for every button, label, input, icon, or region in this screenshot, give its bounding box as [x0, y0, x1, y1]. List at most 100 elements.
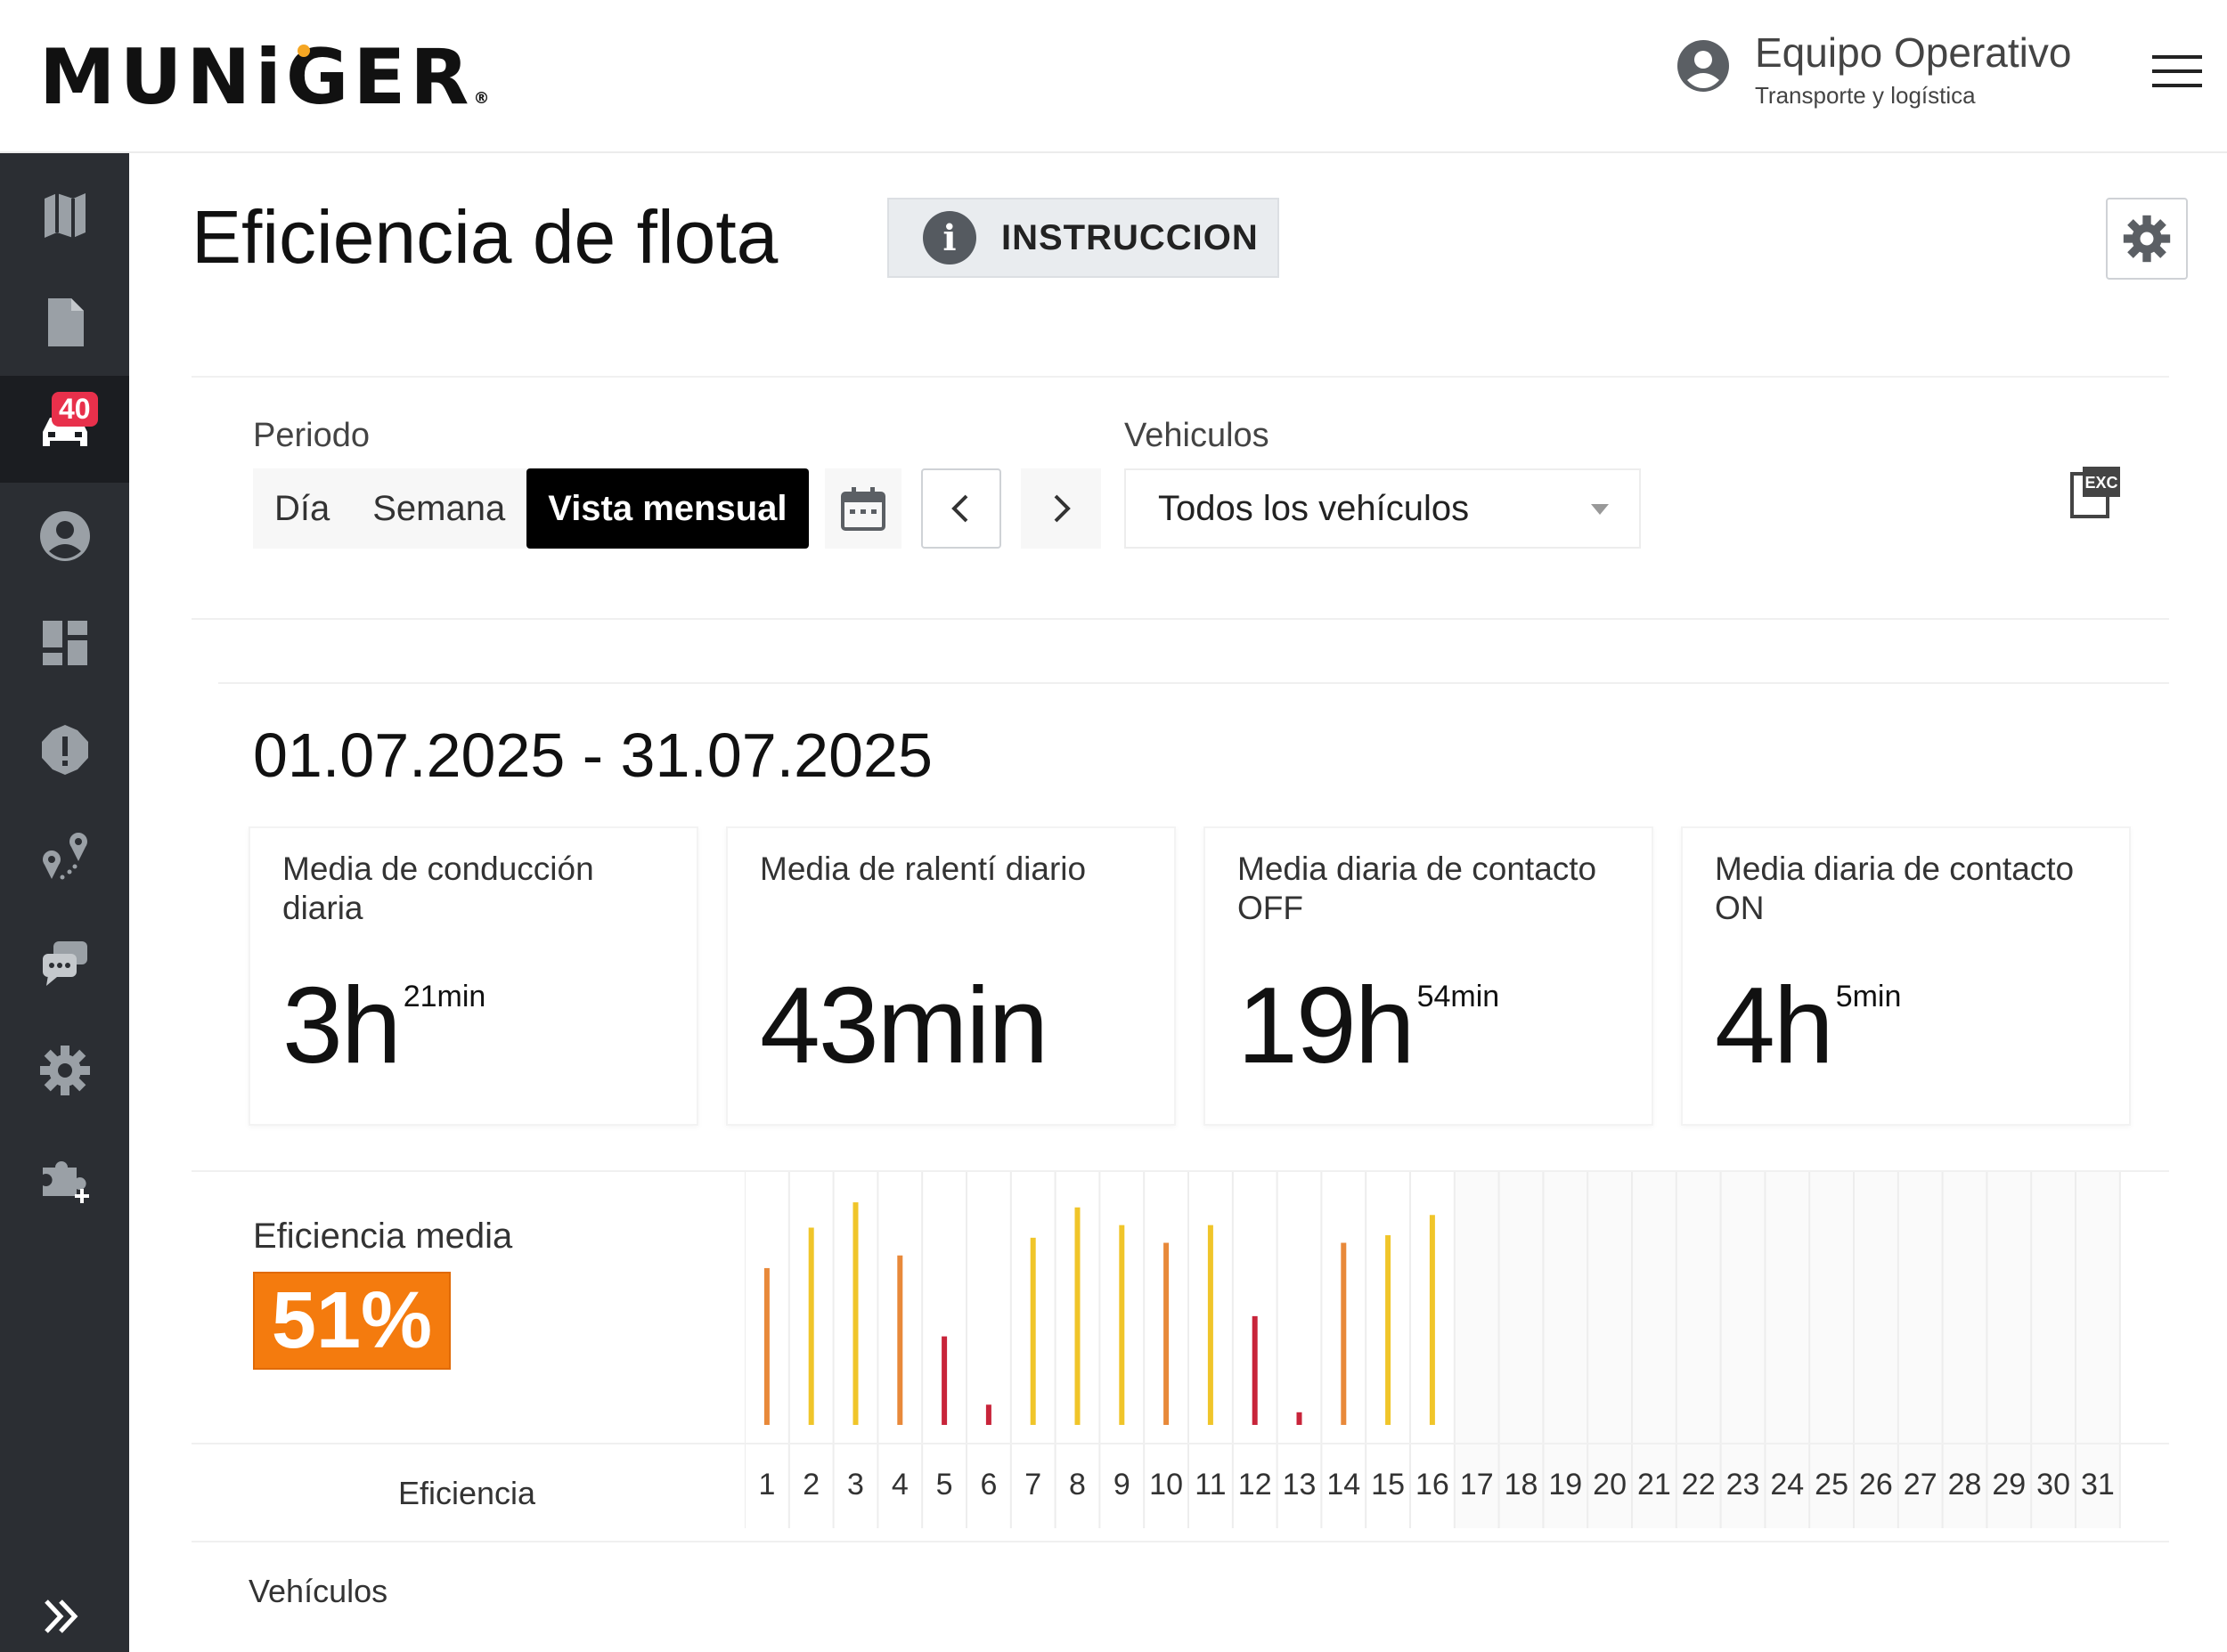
future-day-column — [1809, 1172, 1854, 1528]
day-tick-label: 4 — [892, 1468, 909, 1501]
day-tick-label: 25 — [1815, 1468, 1848, 1501]
efficiency-bar-day-14[interactable] — [1341, 1242, 1347, 1425]
day-tick-label: 2 — [803, 1468, 820, 1501]
sidebar-item-plugins[interactable] — [0, 1124, 129, 1231]
efficiency-bar-day-15[interactable] — [1385, 1235, 1391, 1425]
day-tick-label: 9 — [1114, 1468, 1130, 1501]
efficiency-bar-day-3[interactable] — [852, 1202, 859, 1425]
double-chevron-right-icon[interactable] — [39, 1594, 84, 1639]
future-day-column — [1498, 1172, 1544, 1528]
instruction-button[interactable]: i INSTRUCCION — [887, 198, 1279, 278]
dashboard-icon — [42, 621, 87, 665]
day-tick-label: 17 — [1460, 1468, 1494, 1501]
period-day-option[interactable]: Día — [274, 488, 330, 528]
vehicles-select[interactable]: Todos los vehículos — [1124, 468, 1641, 549]
plugin-add-icon — [42, 1161, 89, 1203]
day-tick-label: 12 — [1238, 1468, 1272, 1501]
logo[interactable]: MUNiGER® — [39, 39, 489, 116]
efficiency-bar-chart: 1 2 3 4 5 6 7 8 9 10 11 12 13 14 15 16 17 18 19 20 21 22 23 24 2… — [745, 1172, 2121, 1528]
day-tick-label: 11 — [1195, 1468, 1226, 1501]
efficiency-bar-day-6[interactable] — [985, 1404, 991, 1425]
logo-registered-mark: ® — [473, 89, 490, 108]
chevron-right-icon — [1054, 494, 1071, 523]
efficiency-row-label: Eficiencia — [398, 1475, 536, 1511]
day-tick-label: 6 — [980, 1468, 997, 1501]
future-day-column — [1765, 1172, 1810, 1528]
sidebar-item-map[interactable] — [0, 162, 129, 269]
efficiency-badge: 51% — [253, 1272, 451, 1370]
future-day-column — [1986, 1172, 2032, 1528]
efficiency-bar-day-16[interactable] — [1429, 1215, 1435, 1425]
future-day-column — [1454, 1172, 1499, 1528]
efficiency-bar-day-11[interactable] — [1207, 1225, 1213, 1425]
day-tick-label: 23 — [1726, 1468, 1760, 1501]
day-tick-label: 16 — [1415, 1468, 1449, 1501]
future-day-column — [2031, 1172, 2076, 1528]
sidebar-item-users[interactable] — [0, 483, 129, 590]
efficiency-bar-day-1[interactable] — [763, 1267, 770, 1425]
calendar-icon — [841, 487, 885, 531]
future-day-column — [1854, 1172, 1898, 1528]
day-tick-label: 27 — [1904, 1468, 1937, 1501]
user-name[interactable]: Equipo Operativo — [1755, 29, 2072, 76]
day-tick-label: 21 — [1637, 1468, 1671, 1501]
kpi-card-idle: Media de ralentí diario 43min — [726, 826, 1176, 1126]
day-tick-label: 30 — [2036, 1468, 2070, 1501]
calendar-button[interactable] — [825, 468, 901, 549]
efficiency-bar-day-4[interactable] — [897, 1255, 903, 1425]
periodo-label: Periodo — [253, 417, 370, 454]
divider — [192, 1541, 2169, 1542]
kpi-value: 3h 21min — [282, 964, 486, 1086]
efficiency-bar-day-13[interactable] — [1296, 1412, 1302, 1425]
excel-export-icon[interactable]: EXC — [2068, 465, 2124, 520]
future-day-column — [2076, 1172, 2120, 1528]
hamburger-menu-icon[interactable] — [2152, 55, 2202, 87]
sidebar-item-vehicles[interactable]: 40 — [0, 376, 129, 483]
sidebar-item-routes[interactable] — [0, 803, 129, 910]
alert-icon — [41, 725, 88, 775]
page-settings-button[interactable] — [2106, 198, 2188, 280]
svg-text:EXC: EXC — [2084, 474, 2117, 492]
period-month-option[interactable]: Vista mensual — [526, 468, 809, 549]
efficiency-bar-day-2[interactable] — [808, 1227, 814, 1425]
sidebar-item-settings[interactable] — [0, 1017, 129, 1124]
kpi-card-contact-on: Media diaria de contacto ON 4h 5min — [1681, 826, 2131, 1126]
day-tick-label: 13 — [1283, 1468, 1317, 1501]
efficiency-bar-day-8[interactable] — [1074, 1207, 1081, 1425]
efficiency-bar-day-10[interactable] — [1163, 1242, 1170, 1425]
divider — [192, 618, 2169, 620]
efficiency-bar-day-7[interactable] — [1030, 1237, 1036, 1425]
day-tick-label: 19 — [1548, 1468, 1582, 1501]
next-period-button[interactable] — [1021, 468, 1101, 549]
kpi-title: Media de ralentí diario — [760, 850, 1087, 887]
map-icon — [44, 193, 86, 238]
divider — [218, 682, 2169, 684]
period-week-option[interactable]: Semana — [372, 488, 506, 528]
info-icon: i — [923, 211, 976, 264]
divider — [192, 376, 2169, 378]
kpi-card-driving: Media de conducción diaria 3h 21min — [249, 826, 698, 1126]
efficiency-label: Eficiencia media — [253, 1217, 513, 1256]
kpi-value: 19h 54min — [1237, 964, 1500, 1086]
future-day-column — [1587, 1172, 1632, 1528]
efficiency-bar-day-5[interactable] — [942, 1336, 948, 1425]
future-day-column — [1942, 1172, 1987, 1528]
gear-icon — [2123, 215, 2171, 263]
day-tick-label: 22 — [1682, 1468, 1716, 1501]
day-tick-label: 20 — [1593, 1468, 1627, 1501]
day-tick-label: 15 — [1371, 1468, 1405, 1501]
efficiency-bar-day-12[interactable] — [1252, 1315, 1258, 1425]
previous-period-button[interactable] — [921, 468, 1001, 549]
kpi-title: Media diaria de contacto OFF — [1237, 850, 1597, 926]
day-tick-label: 7 — [1024, 1468, 1041, 1501]
user-avatar-icon[interactable] — [1676, 39, 1730, 93]
settings-icon — [39, 1046, 90, 1095]
efficiency-bar-day-9[interactable] — [1119, 1225, 1125, 1425]
sidebar-item-messages[interactable] — [0, 910, 129, 1017]
sidebar-item-dashboard[interactable] — [0, 590, 129, 696]
sidebar-item-alerts[interactable] — [0, 696, 129, 803]
instruction-label: INSTRUCCION — [1001, 217, 1259, 257]
chevron-left-icon — [951, 494, 968, 523]
day-tick-label: 10 — [1149, 1468, 1183, 1501]
sidebar-item-documents[interactable] — [0, 269, 129, 376]
